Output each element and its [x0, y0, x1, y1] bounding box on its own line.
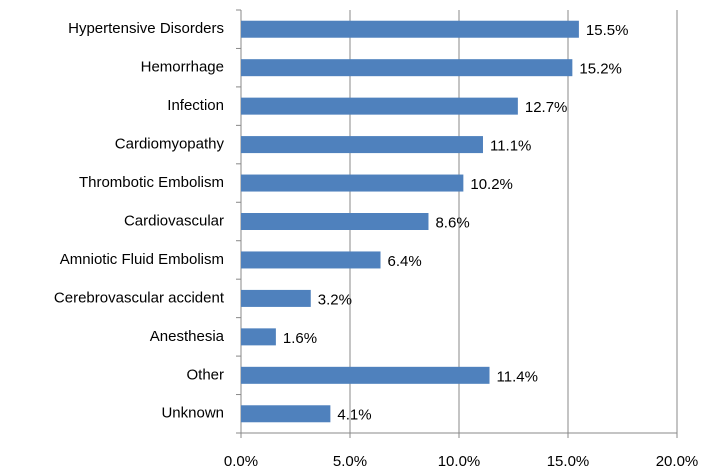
bar [241, 20, 579, 38]
x-tick-label: 20.0% [656, 453, 699, 470]
bar [241, 251, 381, 269]
x-tick-label: 15.0% [547, 453, 590, 470]
value-label: 8.6% [435, 214, 469, 231]
bar [241, 136, 483, 154]
y-tick-label: Cardiomyopathy [115, 136, 225, 153]
y-tick-label: Anesthesia [150, 328, 225, 345]
y-tick-label: Thrombotic Embolism [79, 174, 224, 191]
x-tick-label: 0.0% [224, 453, 258, 470]
value-label: 4.1% [337, 407, 371, 424]
y-tick-label: Cerebrovascular accident [54, 289, 225, 306]
x-tick-label: 5.0% [333, 453, 367, 470]
y-tick-label: Cardiovascular [124, 212, 224, 229]
bar [241, 213, 429, 230]
bar [241, 366, 490, 384]
value-label: 3.2% [318, 291, 352, 308]
y-tick-label: Infection [167, 97, 224, 114]
y-tick-label: Hypertensive Disorders [68, 20, 224, 37]
value-label: 12.7% [525, 99, 568, 116]
y-tick-label: Hemorrhage [141, 59, 224, 76]
bar [241, 97, 518, 115]
x-tick-label: 10.0% [438, 453, 481, 470]
bar [241, 289, 311, 307]
bar [241, 328, 276, 346]
y-tick-label: Amniotic Fluid Embolism [60, 251, 224, 268]
value-label: 10.2% [470, 176, 513, 193]
value-label: 11.1% [490, 138, 531, 155]
bar [241, 174, 464, 192]
bar [241, 405, 331, 423]
value-label: 15.2% [579, 61, 622, 78]
value-label: 11.4% [497, 368, 538, 385]
y-tick-label: Unknown [161, 405, 224, 422]
value-label: 15.5% [586, 22, 629, 39]
bar [241, 59, 573, 77]
value-label: 6.4% [388, 253, 422, 270]
y-tick-label: Other [186, 366, 224, 383]
value-label: 1.6% [283, 330, 317, 347]
